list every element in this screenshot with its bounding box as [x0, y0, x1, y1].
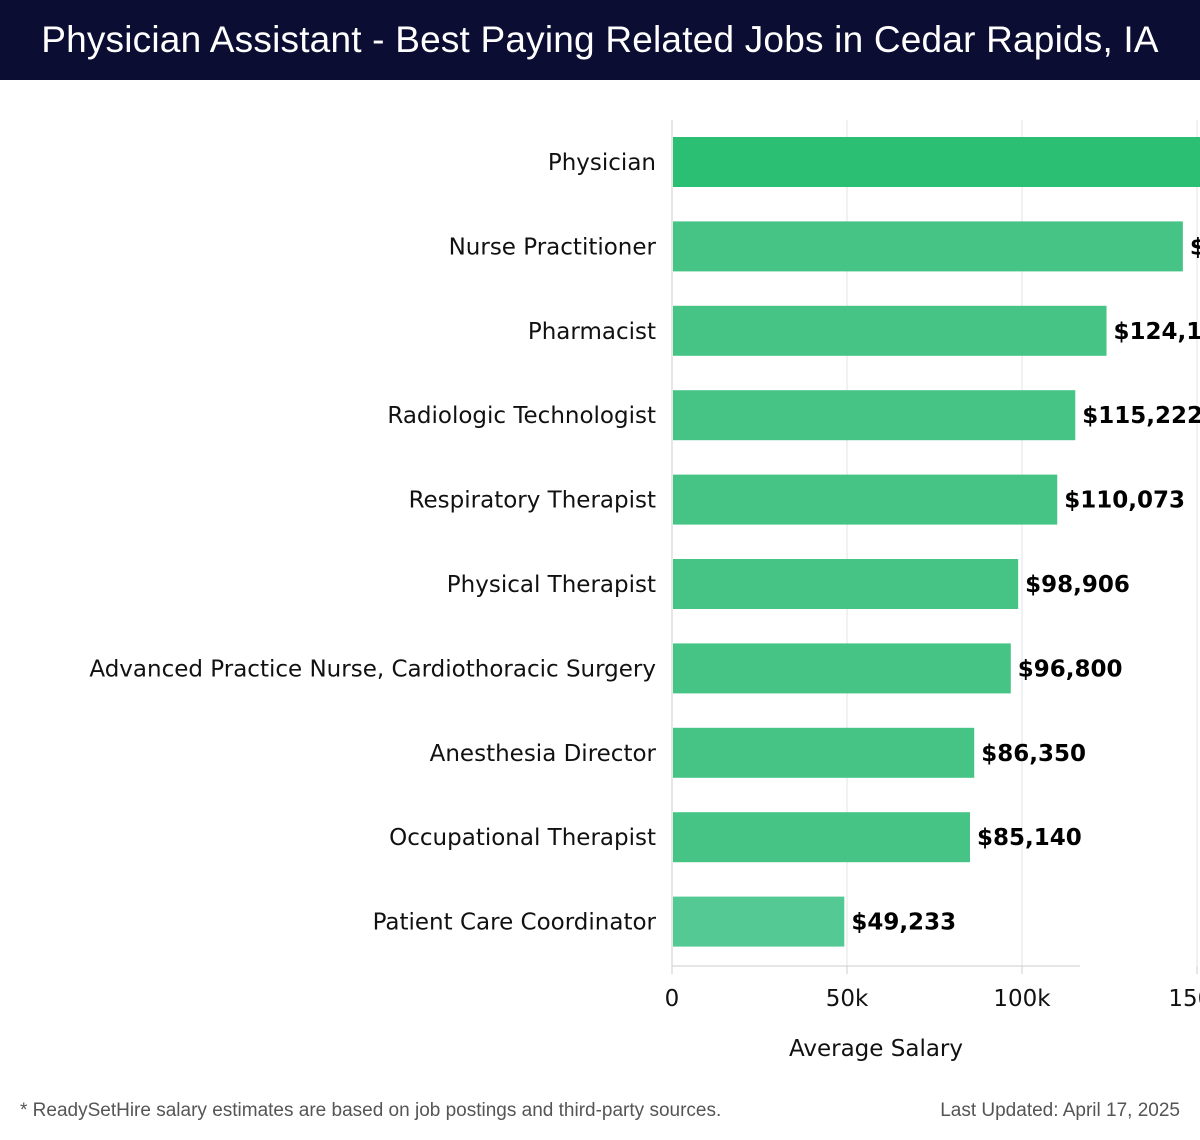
value-label: $145,959 — [1190, 234, 1200, 260]
bar — [673, 727, 975, 778]
category-labels: Physician Nurse Practitioner Pharmacist Rad… — [89, 150, 656, 936]
x-tick-label: 150k — [1168, 986, 1200, 1012]
value-label: $98,906 — [1025, 572, 1130, 598]
category-label: Radiologic Technologist — [387, 403, 656, 429]
bar — [673, 221, 1183, 272]
x-tick-label: 0 — [665, 986, 680, 1012]
category-label: Physical Therapist — [447, 572, 656, 598]
category-label: Respiratory Therapist — [409, 488, 656, 514]
value-label: $96,800 — [1018, 656, 1123, 682]
category-label: Advanced Practice Nurse, Cardiothoracic … — [89, 656, 656, 682]
bar — [673, 137, 1200, 187]
bars — [673, 137, 1200, 947]
x-tick-label: 100k — [993, 986, 1051, 1012]
bar-chart: Physician Nurse Practitioner Pharmacist Rad… — [89, 120, 1200, 1062]
footnote: * ReadySetHire salary estimates are base… — [20, 1100, 722, 1121]
category-label: Occupational Therapist — [389, 825, 656, 851]
value-label: $49,233 — [851, 910, 956, 936]
bar — [673, 559, 1019, 609]
value-label: $124,152 — [1114, 319, 1200, 345]
value-labels: $222,492$145,959$124,152$115,222$110,073… — [851, 234, 1200, 936]
value-label: $115,222 — [1082, 403, 1200, 429]
x-axis: 050k100k150k200k — [665, 120, 1200, 1012]
value-label: $86,350 — [981, 741, 1086, 767]
category-label: Patient Care Coordinator — [373, 910, 657, 936]
x-axis-title: Average Salary — [789, 1036, 963, 1062]
last-updated: Last Updated: April 17, 2025 — [940, 1100, 1180, 1121]
value-label: $85,140 — [977, 825, 1082, 851]
category-label: Nurse Practitioner — [449, 234, 657, 260]
x-tick-label: 50k — [826, 986, 869, 1012]
bar — [673, 305, 1107, 356]
bar — [673, 474, 1058, 525]
value-label: $110,073 — [1064, 488, 1185, 514]
bar — [673, 643, 1011, 694]
category-label: Pharmacist — [528, 319, 656, 345]
bar — [673, 812, 970, 863]
category-label: Anesthesia Director — [430, 741, 657, 767]
bar — [673, 390, 1076, 441]
category-label: Physician — [548, 150, 656, 176]
chart-title-banner: Physician Assistant - Best Paying Relate… — [0, 0, 1200, 80]
bar — [673, 896, 845, 947]
page-title: Physician Assistant - Best Paying Relate… — [41, 19, 1159, 60]
